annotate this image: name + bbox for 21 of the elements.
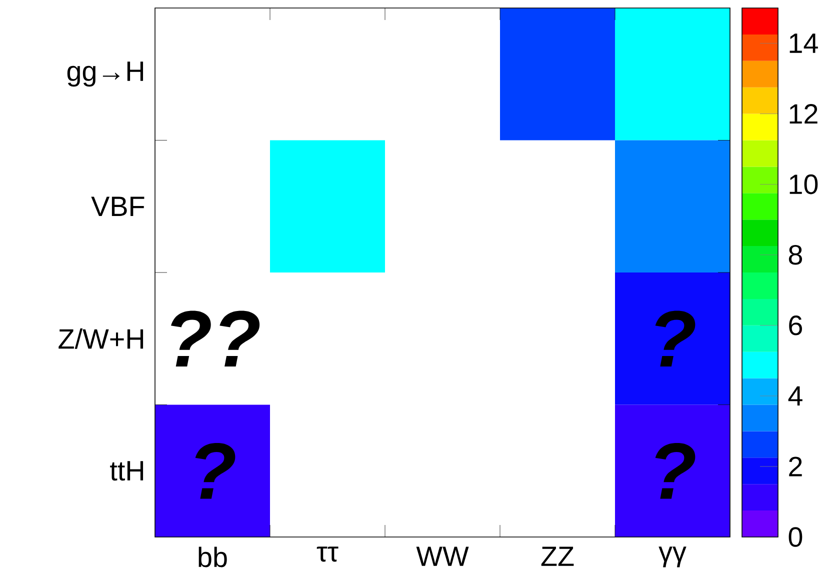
y-tick-label: gg→H	[67, 62, 144, 87]
data-label: ?	[655, 443, 696, 499]
data-label: ?	[655, 310, 696, 366]
color-bar-label: 0	[788, 527, 802, 547]
x-tick-label: WW	[416, 546, 469, 566]
color-bar-label: 8	[788, 244, 802, 265]
color-bar-label: 10	[790, 174, 818, 194]
x-tick-label: bb	[198, 546, 227, 568]
color-bar-label: 6	[789, 316, 802, 336]
color-bar-label: 14	[790, 34, 818, 53]
color-bar-label: 12	[790, 104, 818, 124]
color-bar-label: 4	[788, 386, 802, 406]
x-tick-label: ττ	[316, 546, 338, 562]
x-tick-label: γγ	[658, 546, 686, 568]
data-label: ?	[195, 443, 236, 499]
y-tick-label: VBF	[91, 196, 144, 216]
y-tick-label: Z/W+H	[58, 328, 144, 349]
y-tick-label: ttH	[110, 461, 144, 481]
text: ??	[170, 310, 260, 366]
color-bar-label: 2	[789, 456, 802, 476]
x-tick-label: ZZ	[541, 546, 574, 566]
